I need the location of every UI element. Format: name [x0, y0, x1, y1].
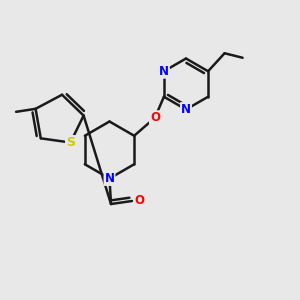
Text: O: O: [150, 111, 160, 124]
Text: O: O: [134, 194, 145, 208]
Text: S: S: [66, 136, 75, 149]
Text: N: N: [181, 103, 191, 116]
Text: N: N: [104, 172, 115, 185]
Text: N: N: [159, 65, 169, 78]
